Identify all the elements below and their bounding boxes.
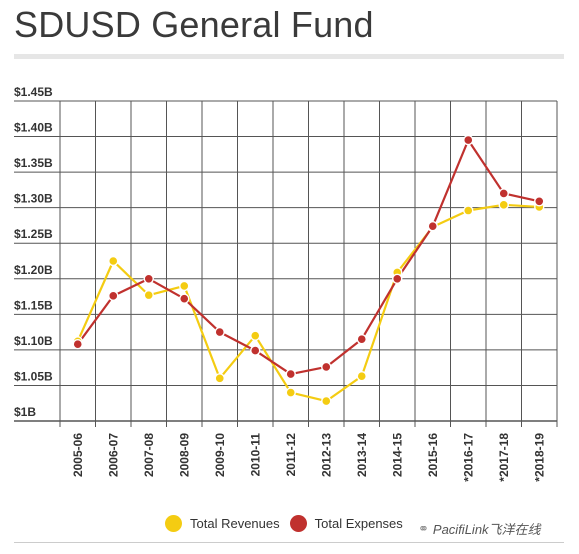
data-point-expenses [534, 196, 545, 207]
data-point-revenues [321, 395, 332, 407]
data-point-revenues [108, 255, 119, 267]
x-tick-label: 2014-15 [390, 433, 404, 477]
data-point-expenses [498, 188, 509, 199]
x-tick-label: 2011-12 [284, 433, 298, 477]
wechat-icon: ⚭ [418, 520, 429, 536]
data-point-expenses [143, 273, 154, 284]
bottom-divider [14, 542, 564, 543]
data-point-expenses [427, 220, 438, 232]
y-tick-label: $1B [14, 405, 36, 419]
chart-legend: Total Revenues Total Expenses [165, 512, 413, 534]
legend-label-revenues: Total Revenues [190, 515, 280, 531]
title-divider [14, 54, 564, 59]
x-tick-label: *2017-18 [497, 433, 511, 482]
data-point-expenses [250, 345, 261, 356]
series-line-expenses [76, 139, 540, 376]
data-point-expenses [72, 339, 83, 350]
data-point-expenses [463, 134, 474, 146]
chart-series [72, 134, 545, 407]
data-point-revenues [285, 387, 296, 398]
x-tick-label: 2013-14 [355, 433, 369, 477]
data-point-revenues [179, 280, 190, 292]
data-point-revenues [463, 205, 474, 216]
series-line-revenues [76, 203, 540, 403]
y-tick-label: $1.45B [14, 85, 53, 99]
data-point-revenues [498, 199, 509, 211]
x-tick-label: 2005-06 [71, 433, 85, 477]
y-tick-label: $1.20B [14, 263, 53, 277]
line-chart: $1B $1.05B $1.10B $1.15B $1.20B $1.25B $1.30B $… [14, 85, 558, 482]
data-point-expenses [356, 334, 367, 345]
y-tick-label: $1.30B [14, 192, 53, 206]
page-title: SDUSD General Fund [14, 4, 374, 45]
x-tick-label: 2015-16 [426, 433, 440, 477]
data-point-revenues [214, 373, 225, 384]
data-point-expenses [214, 326, 225, 338]
y-tick-label: $1.15B [14, 298, 53, 312]
x-tick-label: 2006-07 [106, 433, 120, 477]
y-tick-label: $1.10B [14, 334, 53, 348]
y-tick-label: $1.40B [14, 121, 53, 135]
x-tick-label: 2007-08 [142, 433, 156, 477]
x-tick-label: 2009-10 [213, 433, 227, 477]
data-point-expenses [321, 361, 332, 373]
legend-item-revenues[interactable]: Total Revenues [165, 514, 280, 532]
legend-label-expenses: Total Expenses [314, 515, 403, 531]
y-tick-label: $1.25B [14, 227, 53, 241]
x-axis-ticks: 2005-06 2006-07 2007-08 2008-09 2009-10 2010-… [71, 433, 547, 482]
x-tick-label: *2016-17 [461, 433, 475, 482]
x-tick-label: 2010-11 [248, 433, 262, 477]
data-point-expenses [285, 368, 296, 380]
data-point-revenues [250, 330, 261, 341]
x-tick-label: 2008-09 [177, 433, 191, 477]
data-point-expenses [179, 293, 190, 304]
watermark: ⚭ PacifiLink飞洋在线 [418, 519, 541, 538]
data-point-expenses [392, 273, 403, 284]
legend-item-expenses[interactable]: Total Expenses [289, 514, 403, 532]
y-tick-label: $1.05B [14, 369, 53, 383]
data-point-expenses [108, 290, 119, 302]
data-point-revenues [356, 371, 367, 382]
x-tick-label: *2018-19 [532, 433, 546, 482]
legend-swatch-expenses [289, 514, 307, 532]
y-tick-label: $1.35B [14, 156, 53, 170]
watermark-text: PacifiLink飞洋在线 [432, 522, 541, 537]
x-tick-label: 2012-13 [319, 433, 333, 477]
data-point-revenues [143, 289, 154, 301]
y-axis-ticks: $1B $1.05B $1.10B $1.15B $1.20B $1.25B $1.30B $… [14, 85, 53, 419]
legend-swatch-revenues [165, 514, 182, 532]
